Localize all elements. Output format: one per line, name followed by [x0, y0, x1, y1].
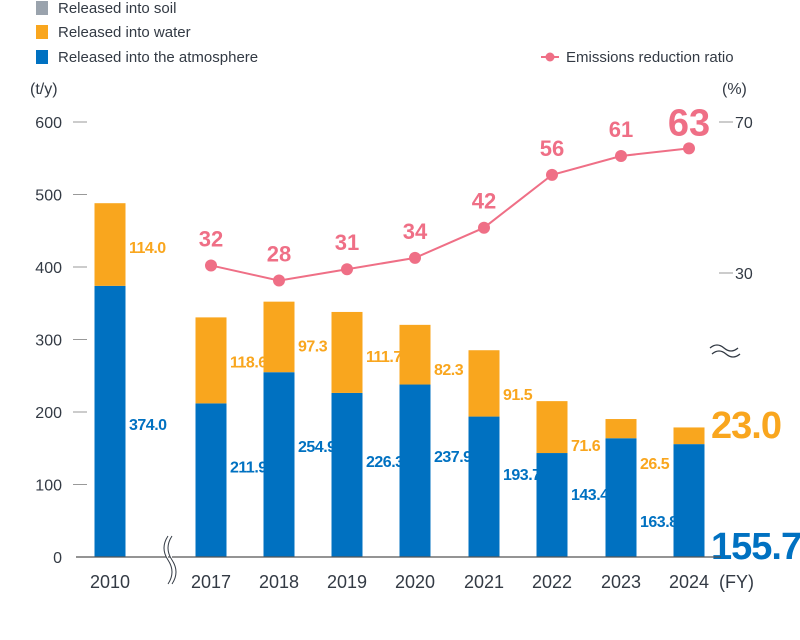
ratio-label-2023: 61 [609, 117, 633, 142]
ratio-label-2020: 34 [403, 219, 428, 244]
bar-water-2024 [673, 427, 705, 445]
y-tick-label: 500 [35, 188, 62, 205]
axis-break-icon [709, 344, 741, 358]
legend-label-2: Released into the atmosphere [58, 49, 258, 66]
label-atmosphere-2023: 163.8 [640, 514, 678, 531]
bar-water-2017 [195, 317, 227, 404]
y-tick-label: 600 [35, 115, 62, 132]
bar-atmosphere-2024 [673, 444, 705, 557]
ratio-label-2018: 28 [267, 242, 291, 267]
legend-swatch-0 [36, 1, 48, 15]
x-tick-label: 2019 [327, 572, 367, 592]
bar-atmosphere-2018 [263, 372, 295, 557]
label-atmosphere-2010: 374.0 [129, 417, 167, 434]
label-atmosphere-2024: 155.7 [711, 526, 800, 568]
ratio-label-2021: 42 [472, 189, 496, 214]
ratio-label-2022: 56 [540, 136, 564, 161]
y-tick-label: 400 [35, 260, 62, 277]
bar-atmosphere-2023 [605, 438, 637, 557]
y-axis-label: (t/y) [30, 81, 58, 98]
bar-water-2022 [536, 401, 568, 454]
label-water-2023: 26.5 [640, 456, 670, 473]
y-tick-label: 100 [35, 478, 62, 495]
y-tick-label: 300 [35, 333, 62, 350]
x-axis-break-icon [163, 535, 177, 585]
bar-atmosphere-2010 [94, 285, 126, 557]
y2-tick-label: 30 [735, 266, 753, 283]
label-water-2021: 91.5 [503, 387, 533, 404]
ratio-point-2017 [205, 259, 217, 272]
ratio-label-2024: 63 [668, 102, 710, 144]
label-water-2022: 71.6 [571, 438, 601, 455]
ratio-point-2024 [683, 142, 695, 155]
bar-atmosphere-2019 [331, 392, 363, 557]
x-tick-label: 2021 [464, 572, 504, 592]
label-water-2024: 23.0 [711, 405, 781, 447]
legend-line-dot [545, 52, 555, 62]
label-water-2018: 97.3 [298, 339, 328, 356]
y2-tick-label: 70 [735, 115, 753, 132]
ratio-line [210, 147, 690, 282]
label-atmosphere-2022: 143.4 [571, 487, 609, 504]
x-tick-label: 2010 [90, 572, 130, 592]
bar-water-2020 [399, 324, 431, 385]
bar-atmosphere-2022 [536, 453, 568, 557]
label-atmosphere-2019: 226.3 [366, 454, 404, 471]
legend-label-1: Released into water [58, 24, 191, 41]
bar-water-2019 [331, 311, 363, 393]
bar-water-2023 [605, 419, 637, 439]
x-tick-label: 2022 [532, 572, 572, 592]
ratio-point-2021 [478, 221, 490, 234]
ratio-point-2018 [273, 274, 285, 287]
label-water-2010: 114.0 [129, 240, 166, 257]
y-tick-label: 200 [35, 405, 62, 422]
x-tick-label: 2017 [191, 572, 231, 592]
ratio-point-2019 [341, 263, 353, 276]
label-water-2020: 82.3 [434, 362, 464, 379]
y-tick-label: 0 [53, 550, 62, 567]
bar-atmosphere-2020 [399, 384, 431, 557]
ratio-point-2020 [409, 251, 421, 264]
label-atmosphere-2020: 237.9 [434, 449, 472, 466]
bar-atmosphere-2017 [195, 403, 227, 557]
label-atmosphere-2021: 193.7 [503, 467, 541, 484]
ratio-point-2023 [615, 149, 627, 162]
bar-atmosphere-2021 [468, 416, 500, 557]
label-atmosphere-2017: 211.9 [230, 460, 267, 477]
x-tick-label: 2018 [259, 572, 299, 592]
legend-swatch-1 [36, 25, 48, 39]
label-atmosphere-2018: 254.9 [298, 439, 336, 456]
label-water-2017: 118.6 [230, 354, 267, 371]
legend-label-0: Released into soil [58, 0, 176, 17]
x-tick-label: 2023 [601, 572, 641, 592]
ratio-label-2017: 32 [199, 226, 223, 251]
bar-water-2010 [94, 203, 126, 286]
bar-water-2018 [263, 301, 295, 373]
bar-water-2021 [468, 350, 500, 417]
label-water-2019: 111.7 [366, 349, 402, 366]
ratio-label-2019: 31 [335, 230, 359, 255]
legend-swatch-2 [36, 50, 48, 64]
x-unit-label: (FY) [719, 572, 754, 592]
ratio-point-2022 [546, 168, 558, 181]
legend-label-line: Emissions reduction ratio [566, 49, 734, 66]
x-tick-label: 2020 [395, 572, 435, 592]
y2-axis-label: (%) [722, 81, 747, 98]
x-tick-label: 2024 [669, 572, 709, 592]
